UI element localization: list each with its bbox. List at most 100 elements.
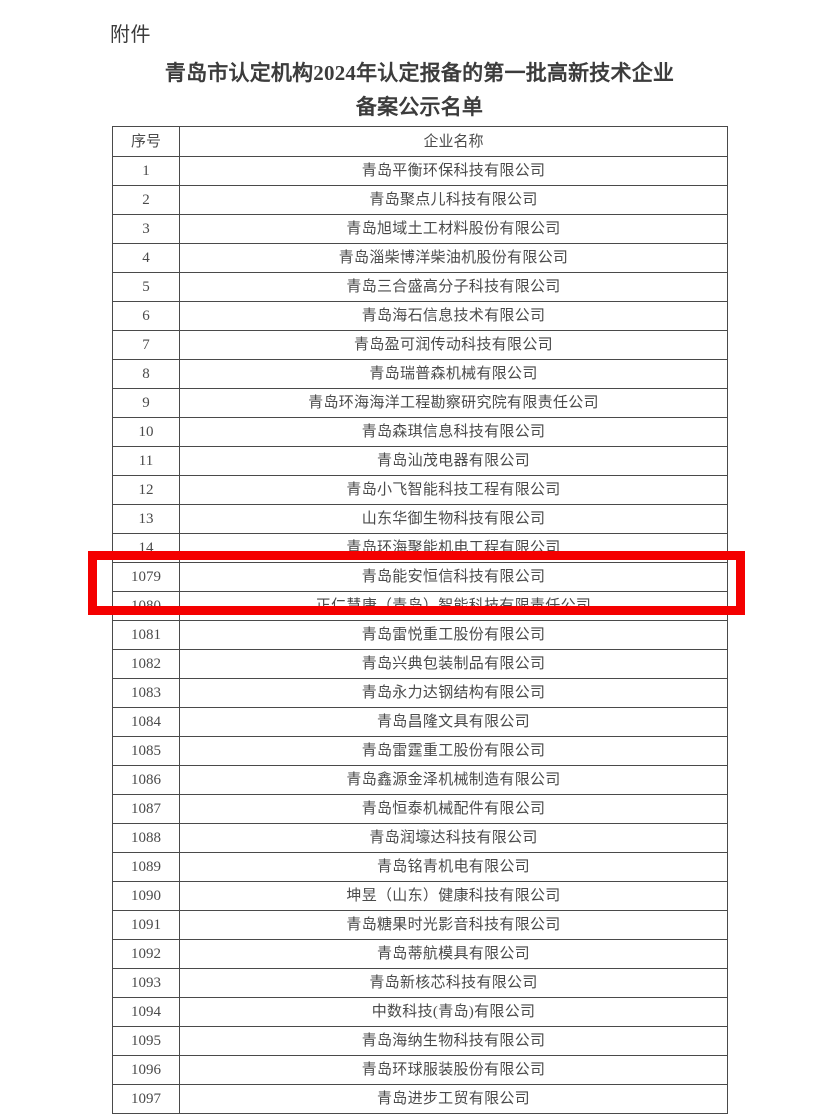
table-row: 1084 青岛昌隆文具有限公司 [112, 707, 728, 737]
table-row: 1094 中数科技(青岛)有限公司 [112, 997, 728, 1027]
table-row: 1091 青岛糖果时光影音科技有限公司 [112, 910, 728, 940]
cell-serial-number: 1086 [112, 765, 180, 795]
cell-serial-number: 1093 [112, 968, 180, 998]
cell-serial-number: 1090 [112, 881, 180, 911]
table-row: 1093 青岛新核芯科技有限公司 [112, 968, 728, 998]
table-row: 12 青岛小飞智能科技工程有限公司 [112, 475, 728, 505]
table-row: 1089 青岛铭青机电有限公司 [112, 852, 728, 882]
page-title-line-2: 备案公示名单 [355, 95, 484, 119]
cell-company-name: 青岛进步工贸有限公司 [179, 1084, 728, 1114]
cell-serial-number: 12 [112, 475, 180, 505]
cell-company-name: 青岛汕茂电器有限公司 [179, 446, 728, 476]
table-row: 1088 青岛润壕达科技有限公司 [112, 823, 728, 853]
cell-serial-number: 2 [112, 185, 180, 215]
cell-company-name: 青岛恒泰机械配件有限公司 [179, 794, 728, 824]
cell-company-name: 青岛环球服装股份有限公司 [179, 1055, 728, 1085]
cell-serial-number: 1089 [112, 852, 180, 882]
cell-serial-number: 1081 [112, 620, 180, 650]
table-row: 1097 青岛进步工贸有限公司 [112, 1084, 728, 1114]
table-row: 9 青岛环海海洋工程勘察研究院有限责任公司 [112, 388, 728, 418]
cell-serial-number: 11 [112, 446, 180, 476]
cell-serial-number: 1094 [112, 997, 180, 1027]
table-row: 4 青岛淄柴博洋柴油机股份有限公司 [112, 243, 728, 273]
column-header-company-name: 企业名称 [179, 126, 728, 157]
table-row: 2 青岛聚点儿科技有限公司 [112, 185, 728, 215]
cell-company-name: 青岛瑞普森机械有限公司 [179, 359, 728, 389]
cell-serial-number: 4 [112, 243, 180, 273]
table-row: 6 青岛海石信息技术有限公司 [112, 301, 728, 331]
cell-serial-number: 1085 [112, 736, 180, 766]
cell-company-name: 青岛盈可润传动科技有限公司 [179, 330, 728, 360]
cell-serial-number: 1 [112, 156, 180, 186]
page-title-line-1: 青岛市认定机构2024年认定报备的第一批高新技术企业 [164, 61, 675, 85]
cell-serial-number: 1088 [112, 823, 180, 853]
table-row: 1079 青岛能安恒信科技有限公司 [112, 562, 728, 592]
cell-company-name: 青岛昌隆文具有限公司 [179, 707, 728, 737]
table-row: 1081 青岛雷悦重工股份有限公司 [112, 620, 728, 650]
cell-company-name: 青岛环海聚能机电工程有限公司 [179, 533, 728, 563]
cell-company-name: 青岛小飞智能科技工程有限公司 [179, 475, 728, 505]
table-row: 13 山东华御生物科技有限公司 [112, 504, 728, 534]
cell-serial-number: 13 [112, 504, 180, 534]
cell-company-name: 青岛旭域土工材料股份有限公司 [179, 214, 728, 244]
cell-serial-number: 1092 [112, 939, 180, 969]
cell-serial-number: 10 [112, 417, 180, 447]
table-row: 14 青岛环海聚能机电工程有限公司 [112, 533, 728, 563]
cell-serial-number: 1083 [112, 678, 180, 708]
cell-serial-number: 1080 [112, 591, 180, 621]
table-row: 1090 坤昱（山东）健康科技有限公司 [112, 881, 728, 911]
cell-company-name: 青岛鑫源金泽机械制造有限公司 [179, 765, 728, 795]
table-row: 1 青岛平衡环保科技有限公司 [112, 156, 728, 186]
cell-company-name: 青岛能安恒信科技有限公司 [179, 562, 728, 592]
cell-company-name: 青岛雷悦重工股份有限公司 [179, 620, 728, 650]
table-row: 1096 青岛环球服装股份有限公司 [112, 1055, 728, 1085]
cell-company-name: 青岛森琪信息科技有限公司 [179, 417, 728, 447]
cell-serial-number: 1082 [112, 649, 180, 679]
cell-company-name: 青岛聚点儿科技有限公司 [179, 185, 728, 215]
cell-company-name: 中数科技(青岛)有限公司 [179, 997, 728, 1027]
cell-serial-number: 1096 [112, 1055, 180, 1085]
cell-serial-number: 6 [112, 301, 180, 331]
cell-serial-number: 14 [112, 533, 180, 563]
column-header-serial-number: 序号 [112, 126, 180, 157]
table-row: 1095 青岛海纳生物科技有限公司 [112, 1026, 728, 1056]
page-title: 青岛市认定机构2024年认定报备的第一批高新技术企业 备案公示名单 [112, 56, 727, 124]
cell-company-name: 青岛新核芯科技有限公司 [179, 968, 728, 998]
cell-company-name: 坤昱（山东）健康科技有限公司 [179, 881, 728, 911]
table-row: 5 青岛三合盛高分子科技有限公司 [112, 272, 728, 302]
table-row: 1087 青岛恒泰机械配件有限公司 [112, 794, 728, 824]
table-row: 1092 青岛蒂航模具有限公司 [112, 939, 728, 969]
cell-company-name: 青岛蒂航模具有限公司 [179, 939, 728, 969]
cell-company-name: 青岛平衡环保科技有限公司 [179, 156, 728, 186]
cell-company-name: 青岛海纳生物科技有限公司 [179, 1026, 728, 1056]
cell-serial-number: 1091 [112, 910, 180, 940]
cell-serial-number: 5 [112, 272, 180, 302]
cell-company-name: 山东华御生物科技有限公司 [179, 504, 728, 534]
cell-serial-number: 9 [112, 388, 180, 418]
cell-company-name: 青岛环海海洋工程勘察研究院有限责任公司 [179, 388, 728, 418]
table-row: 1085 青岛雷霆重工股份有限公司 [112, 736, 728, 766]
cell-company-name: 青岛铭青机电有限公司 [179, 852, 728, 882]
table-row: 11 青岛汕茂电器有限公司 [112, 446, 728, 476]
cell-company-name: 青岛雷霆重工股份有限公司 [179, 736, 728, 766]
cell-serial-number: 1087 [112, 794, 180, 824]
cell-company-name: 青岛海石信息技术有限公司 [179, 301, 728, 331]
attachment-label: 附件 [110, 24, 151, 46]
table-row: 1082 青岛兴典包装制品有限公司 [112, 649, 728, 679]
cell-serial-number: 1097 [112, 1084, 180, 1114]
table-row: 1086 青岛鑫源金泽机械制造有限公司 [112, 765, 728, 795]
cell-company-name: 青岛永力达钢结构有限公司 [179, 678, 728, 708]
company-listing-table-wrapper: 序号 企业名称 1 青岛平衡环保科技有限公司 2 青岛聚点儿科技有限公司 3 青岛旭域土工… [112, 126, 728, 1114]
table-header-row: 序号 企业名称 [112, 126, 728, 157]
table-body: 1 青岛平衡环保科技有限公司 2 青岛聚点儿科技有限公司 3 青岛旭域土工材料股份有限公司… [112, 156, 728, 1114]
cell-serial-number: 8 [112, 359, 180, 389]
cell-serial-number: 1084 [112, 707, 180, 737]
table-header: 序号 企业名称 [112, 126, 728, 157]
cell-serial-number: 7 [112, 330, 180, 360]
cell-serial-number: 3 [112, 214, 180, 244]
company-listing-table: 序号 企业名称 1 青岛平衡环保科技有限公司 2 青岛聚点儿科技有限公司 3 青岛旭域土工… [112, 126, 728, 1114]
cell-company-name: 青岛淄柴博洋柴油机股份有限公司 [179, 243, 728, 273]
table-row: 10 青岛森琪信息科技有限公司 [112, 417, 728, 447]
table-row: 3 青岛旭域土工材料股份有限公司 [112, 214, 728, 244]
